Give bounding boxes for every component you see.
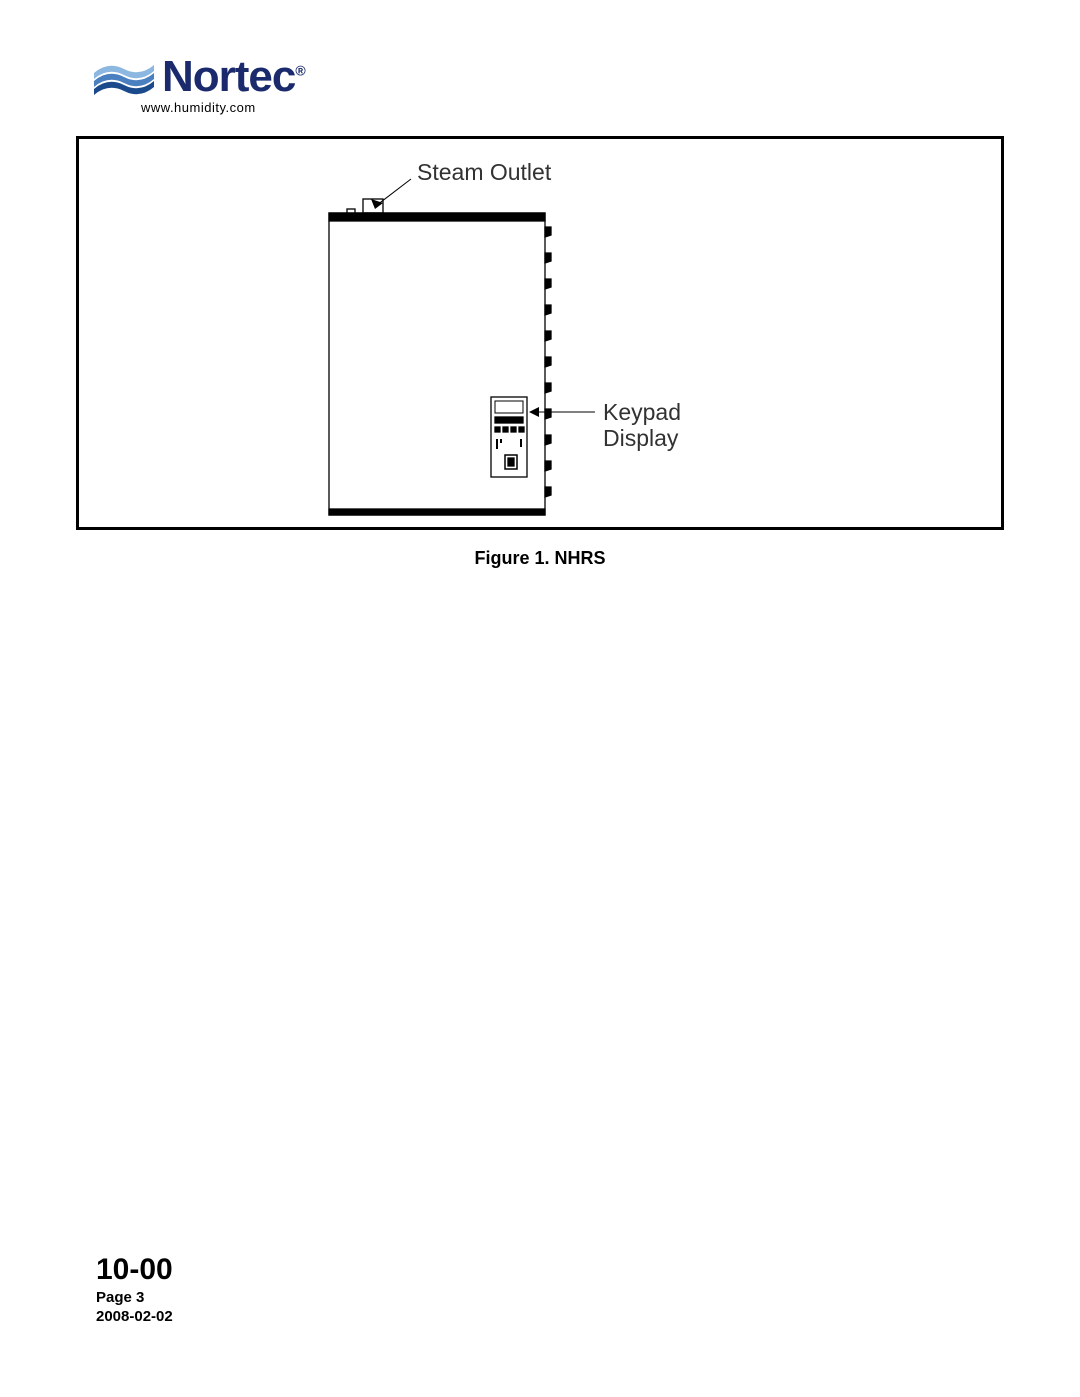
page-number: Page 3 [96, 1289, 173, 1306]
page-date: 2008-02-02 [96, 1308, 173, 1325]
logo-top-row: Nortec® [92, 52, 305, 102]
label-steam-outlet: Steam Outlet [417, 159, 551, 186]
document-page: Nortec® www.humidity.com [0, 0, 1080, 1397]
registered-mark: ® [295, 62, 304, 78]
brand-name: Nortec® [162, 52, 305, 102]
page-footer: 10-00 Page 3 2008-02-02 [96, 1253, 173, 1325]
section-number: 10-00 [96, 1253, 173, 1287]
label-keypad-line1: Keypad [603, 399, 681, 425]
wave-icon [92, 55, 156, 99]
figure-frame: Steam Outlet Keypad Display [76, 136, 1004, 530]
brand-logo: Nortec® www.humidity.com [92, 52, 305, 115]
brand-text: Nortec [162, 52, 295, 101]
device-diagram [79, 139, 1001, 527]
label-keypad-display: Keypad Display [603, 399, 681, 451]
brand-url: www.humidity.com [92, 100, 305, 115]
label-keypad-line2: Display [603, 425, 681, 451]
figure-caption: Figure 1. NHRS [0, 548, 1080, 569]
